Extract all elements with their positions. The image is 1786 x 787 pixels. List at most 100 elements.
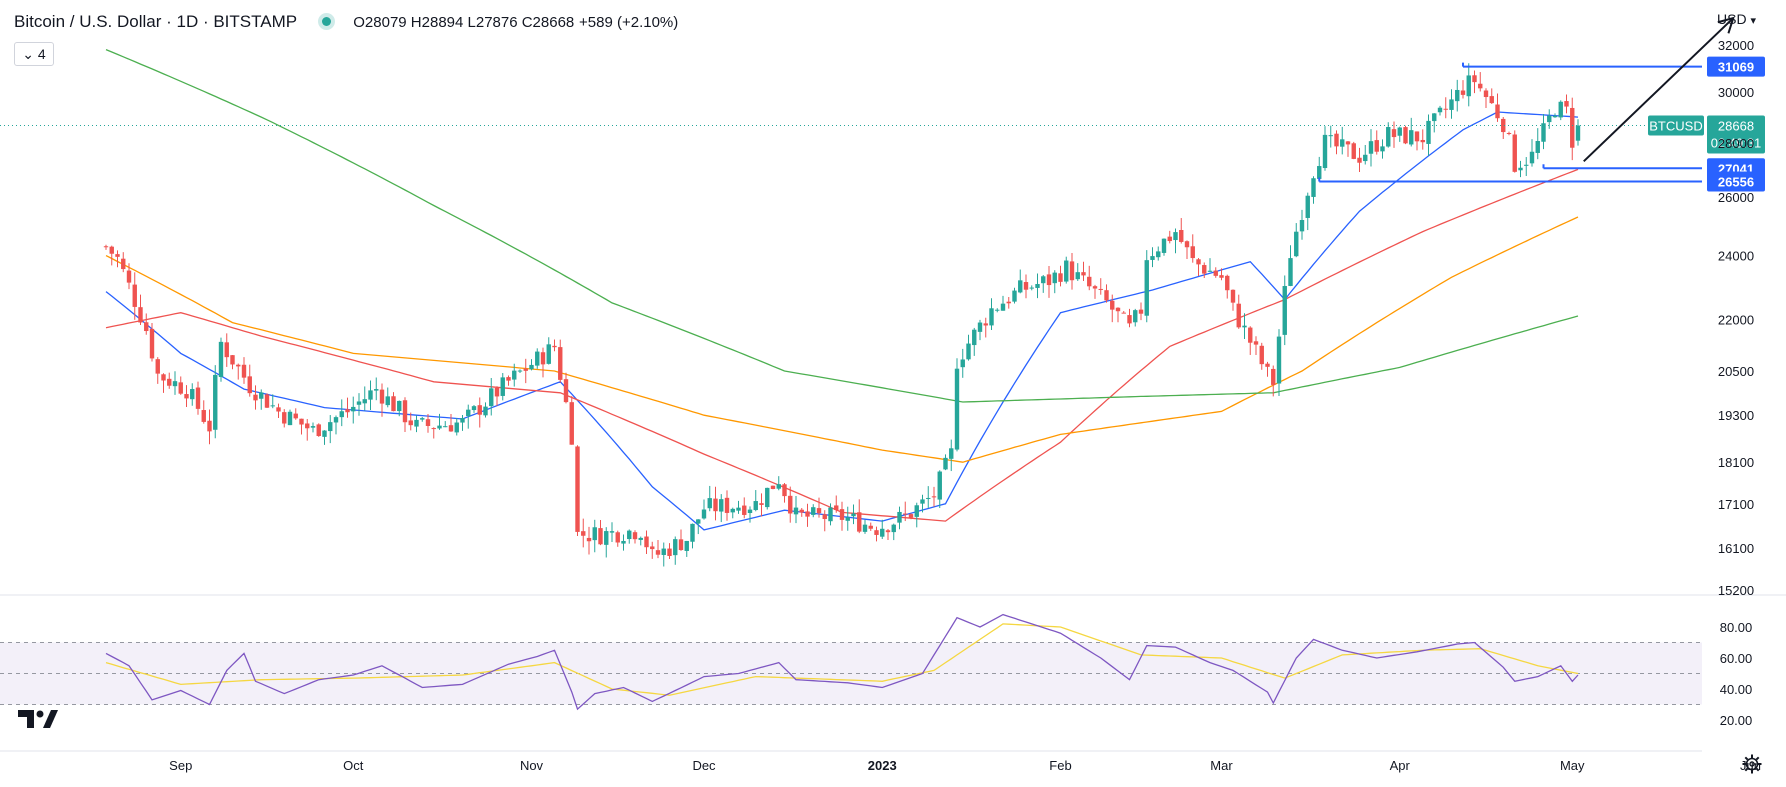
- candle-body: [1052, 272, 1057, 284]
- candle-body: [811, 507, 816, 515]
- candle-body: [701, 509, 707, 519]
- candle-body: [1121, 312, 1126, 314]
- price-tick-label: 18100: [1718, 455, 1754, 470]
- symbol-tag: [1648, 115, 1704, 136]
- candle-body: [828, 507, 833, 522]
- candle-body: [667, 548, 672, 556]
- candle-body: [1501, 118, 1506, 133]
- candle-body: [1437, 107, 1443, 113]
- candle-body: [661, 548, 666, 555]
- candle-body: [891, 524, 896, 533]
- price-change: +589 (+2.10%): [579, 14, 679, 31]
- price-tick-label: 19300: [1718, 408, 1754, 423]
- time-tick-label: Mar: [1210, 758, 1233, 773]
- candle-body: [207, 420, 212, 432]
- currency-selector[interactable]: USD ▾: [1717, 11, 1756, 27]
- indicators-toggle[interactable]: ⌄ 4: [14, 42, 54, 66]
- candle-body: [1524, 164, 1529, 166]
- candle-body: [1535, 140, 1540, 153]
- candle-body: [926, 497, 931, 499]
- candle-body: [287, 411, 293, 426]
- candle-body: [885, 530, 891, 533]
- candle-body: [586, 537, 592, 542]
- candle-body: [517, 370, 523, 372]
- candle-body: [1161, 238, 1167, 253]
- candle-body: [1276, 336, 1282, 384]
- candle-body: [155, 359, 160, 374]
- candle-body: [437, 425, 442, 429]
- candle-body: [736, 507, 741, 511]
- last-price-tag: [1707, 115, 1765, 154]
- candle-body: [201, 410, 206, 422]
- candle-body: [598, 528, 603, 545]
- symbol-title[interactable]: Bitcoin / U.S. Dollar · 1D · BITSTAMP: [14, 12, 297, 31]
- candle-body: [880, 528, 885, 537]
- rsi-tick-label: 80.00: [1720, 620, 1753, 635]
- candle-body: [1190, 246, 1195, 259]
- candle-body: [1374, 140, 1379, 152]
- price-tick-label: 30000: [1718, 85, 1754, 100]
- candle-body: [851, 513, 856, 517]
- candle-body: [425, 419, 431, 426]
- candle-body: [1420, 139, 1425, 143]
- candle-body: [1156, 251, 1161, 258]
- price-tick-label: 22000: [1718, 312, 1754, 327]
- candle-body: [937, 471, 942, 500]
- candle-body: [1150, 256, 1155, 260]
- candle-body: [1006, 301, 1011, 304]
- candle-body: [1202, 265, 1207, 274]
- candle-body: [1115, 307, 1121, 312]
- candle-body: [523, 368, 528, 371]
- candle-body: [1236, 303, 1241, 328]
- candle-body: [1035, 284, 1040, 288]
- candle-body: [569, 402, 574, 445]
- chevron-down-icon: ⌄: [22, 46, 35, 62]
- candle-body: [1248, 327, 1253, 343]
- candle-body: [500, 377, 505, 396]
- candle-body: [184, 394, 189, 399]
- candle-body: [1230, 289, 1236, 303]
- candle-body: [293, 413, 298, 419]
- candle-body: [770, 485, 776, 489]
- candle-body: [897, 511, 902, 523]
- candle-body: [540, 352, 546, 365]
- candle-body: [1397, 127, 1402, 136]
- candle-body: [1167, 236, 1172, 242]
- candle-body: [236, 364, 241, 367]
- candle-body: [1288, 258, 1293, 286]
- candle-body: [1104, 290, 1109, 301]
- candle-body: [673, 539, 678, 556]
- candle-body: [627, 530, 632, 540]
- candle-body: [747, 509, 753, 513]
- candle-body: [563, 379, 569, 403]
- candle-body: [638, 537, 643, 540]
- rsi-tick-label: 40.00: [1720, 682, 1753, 697]
- candle-body: [822, 514, 827, 520]
- candle-body: [696, 519, 701, 524]
- candle-body: [1282, 286, 1287, 335]
- candle-body: [351, 406, 356, 412]
- candle-body: [724, 497, 730, 513]
- candle-body: [558, 347, 563, 380]
- candle-body: [1046, 274, 1052, 286]
- candle-body: [788, 495, 793, 514]
- candle-body: [489, 388, 494, 407]
- candle-body: [1294, 231, 1299, 257]
- rsi-tick-label: 20.00: [1720, 713, 1753, 728]
- level-price-label: 26556: [1718, 175, 1754, 190]
- candle-body: [178, 382, 183, 394]
- ohlc-values: O28079 H28894 L27876 C28668: [353, 14, 575, 31]
- price-tick-label: 28000: [1718, 136, 1754, 151]
- candle-body: [213, 374, 218, 430]
- gear-icon[interactable]: [1742, 754, 1762, 774]
- candle-body: [109, 246, 114, 254]
- candle-body: [1271, 368, 1276, 385]
- candle-body: [218, 341, 224, 378]
- countdown-label: 02:49:31: [1711, 135, 1762, 150]
- candle-body: [397, 400, 402, 412]
- candle-body: [126, 270, 132, 283]
- candle-body: [1144, 260, 1149, 316]
- candle-body: [172, 381, 178, 387]
